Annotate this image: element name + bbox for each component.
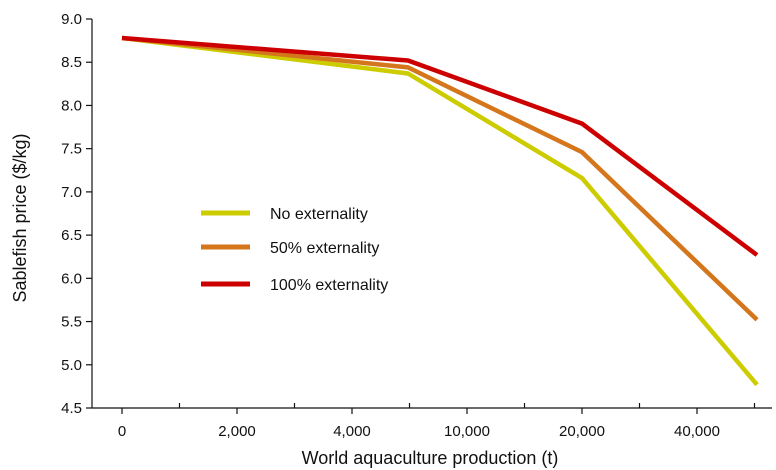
legend-label: 50% externality [270, 240, 379, 257]
y-tick-label: 8.5 [61, 54, 82, 71]
series-line-0 [121, 35, 759, 387]
x-tick-label: 2,000 [218, 423, 256, 440]
x-ticks: 0 2,000 4,000 10,000 20,000 40,000 [118, 403, 756, 440]
legend-label: No externality [270, 206, 368, 223]
x-axis-title: World aquaculture production (t) [302, 448, 559, 468]
y-tick-label: 9.0 [61, 11, 82, 28]
x-tick-label: 20,000 [559, 423, 605, 440]
legend: No externality 50% externality 100% extern… [201, 206, 388, 294]
x-tick-label: 40,000 [674, 423, 720, 440]
x-tick-label: 0 [118, 423, 126, 440]
series-line-2 [121, 35, 759, 257]
y-axis-title: Sablefish price ($/kg) [10, 133, 30, 302]
x-tick-label: 10,000 [444, 423, 490, 440]
x-tick-label: 4,000 [333, 423, 371, 440]
series-lines [121, 35, 759, 387]
legend-label: 100% externality [270, 277, 388, 294]
y-tick-label: 5.5 [61, 314, 82, 331]
y-tick-label: 6.5 [61, 227, 82, 244]
y-tick-label: 8.0 [61, 97, 82, 114]
y-tick-label: 7.5 [61, 141, 82, 158]
y-tick-label: 7.0 [61, 184, 82, 201]
series-line-1 [121, 35, 759, 322]
y-tick-label: 6.0 [61, 270, 82, 287]
y-tick-label: 5.0 [61, 357, 82, 374]
y-ticks: 4.5 5.0 5.5 6.0 6.5 7.0 7.5 8.0 8.5 9.0 [61, 11, 92, 417]
y-tick-label: 4.5 [61, 400, 82, 417]
axes [91, 19, 772, 409]
